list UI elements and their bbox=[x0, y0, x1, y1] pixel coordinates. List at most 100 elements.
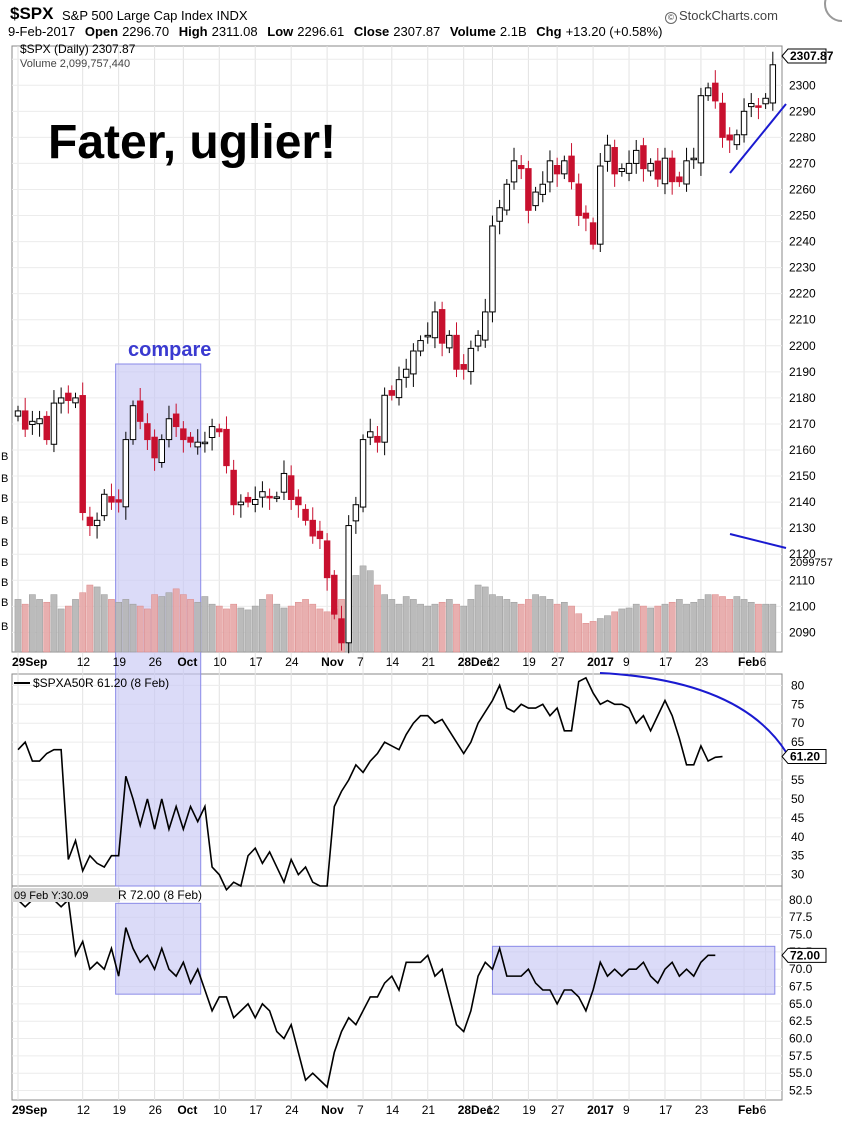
y-tick-label: 2140 bbox=[789, 495, 816, 509]
volume-scale-tick: B bbox=[1, 557, 8, 569]
candle bbox=[187, 436, 194, 443]
candle bbox=[43, 415, 50, 441]
volume-bar bbox=[309, 603, 317, 653]
volume-bar bbox=[503, 599, 511, 653]
x-tick-label: 9 bbox=[623, 1103, 630, 1117]
breadth-line-lower bbox=[17, 898, 716, 1089]
volume-bar bbox=[402, 596, 410, 653]
y-tick-label: 77.5 bbox=[789, 910, 813, 924]
close-label: Close bbox=[353, 24, 390, 39]
candle bbox=[503, 183, 511, 211]
volume-bar bbox=[129, 603, 137, 653]
volume-bar bbox=[460, 605, 468, 653]
volume-scale-tick: B bbox=[1, 577, 8, 589]
y-tick-label: 2160 bbox=[789, 443, 816, 457]
volume-bar bbox=[417, 603, 424, 653]
x-tick-label: 17 bbox=[249, 1103, 263, 1117]
volume-bar bbox=[683, 603, 690, 653]
candle bbox=[251, 499, 259, 505]
y-tick-label: 2090 bbox=[789, 625, 816, 639]
volume-scale-tick: B bbox=[1, 621, 8, 633]
y-tick-label: 2110 bbox=[789, 573, 815, 587]
candle bbox=[158, 439, 166, 464]
volume-bar bbox=[762, 603, 769, 653]
brand[interactable]: © StockCharts.com bbox=[665, 8, 778, 24]
candle bbox=[496, 207, 503, 222]
volume-bar bbox=[352, 575, 360, 653]
y-tick-label: 2200 bbox=[789, 339, 816, 353]
candle bbox=[101, 493, 108, 517]
candle bbox=[388, 390, 396, 396]
volume-bar bbox=[273, 603, 281, 653]
volume-bar bbox=[733, 596, 741, 653]
volume-bar bbox=[445, 599, 453, 653]
high-value: 2311.08 bbox=[211, 24, 258, 39]
volume-bar bbox=[43, 601, 51, 653]
trendline-price bbox=[729, 103, 787, 174]
last-lower-label: 72.00 bbox=[790, 948, 820, 962]
candle bbox=[589, 222, 597, 245]
candle bbox=[244, 496, 252, 503]
candle bbox=[201, 441, 209, 445]
x-tick-label: 19 bbox=[522, 1103, 536, 1117]
x-tick-label: 21 bbox=[422, 1103, 436, 1117]
volume-value: 2.1B bbox=[499, 24, 527, 39]
volume-bar bbox=[582, 623, 590, 653]
x-tick-label: 24 bbox=[285, 1103, 299, 1117]
volume-bar bbox=[172, 588, 180, 653]
volume-bar bbox=[525, 599, 532, 653]
candle bbox=[604, 144, 611, 162]
volume-bar bbox=[388, 599, 396, 653]
volume-panel-title: Volume 2,099,757,440 bbox=[20, 58, 130, 70]
candle bbox=[467, 347, 475, 373]
last-breadth-label-flag bbox=[781, 749, 827, 765]
candle bbox=[367, 431, 374, 438]
volume-bar bbox=[719, 596, 726, 653]
volume-bar bbox=[640, 605, 647, 653]
volume-bar bbox=[474, 584, 482, 653]
x-tick-label: Feb bbox=[738, 1103, 759, 1117]
candle bbox=[115, 499, 122, 503]
x-tick-label: 12 bbox=[77, 655, 91, 669]
volume-bar bbox=[625, 607, 633, 653]
candle bbox=[740, 110, 748, 136]
price-panel-title: $SPX (Daily) 2307.87 bbox=[20, 42, 136, 56]
x-tick-label: 26 bbox=[149, 1103, 163, 1117]
candle bbox=[676, 176, 683, 183]
y-tick-label: 2190 bbox=[789, 365, 816, 379]
volume-bar bbox=[230, 603, 238, 653]
candle bbox=[431, 311, 439, 339]
volume-bar bbox=[553, 603, 561, 653]
y-tick-label: 2150 bbox=[789, 469, 816, 483]
volume-bar bbox=[93, 586, 101, 653]
volume-scale-tick: B bbox=[1, 597, 8, 609]
y-tick-label: 2130 bbox=[789, 521, 816, 535]
volume-bar bbox=[316, 608, 324, 653]
candle bbox=[280, 472, 288, 493]
volume-bar bbox=[532, 594, 539, 653]
volume-bar bbox=[136, 605, 144, 653]
x-tick-label: 17 bbox=[659, 1103, 673, 1117]
volume-bar bbox=[158, 596, 166, 653]
candle bbox=[625, 162, 633, 174]
candle bbox=[733, 134, 741, 146]
candle bbox=[345, 525, 352, 644]
candle bbox=[237, 501, 245, 506]
candle bbox=[611, 147, 618, 175]
candle bbox=[762, 97, 769, 105]
candle bbox=[165, 418, 173, 441]
volume-bar bbox=[410, 599, 417, 653]
x-tick-label: 29Sep bbox=[12, 655, 47, 669]
candle bbox=[647, 162, 654, 172]
candle bbox=[36, 418, 43, 425]
index-full-name: S&P 500 Large Cap Index bbox=[62, 8, 213, 23]
volume-bar bbox=[302, 599, 309, 653]
y-tick-label: 70.0 bbox=[789, 962, 813, 976]
candle bbox=[29, 420, 36, 425]
volume-bar bbox=[100, 594, 108, 653]
volume-bar bbox=[632, 603, 640, 653]
symbol: $SPX bbox=[10, 4, 54, 23]
volume-bar bbox=[359, 565, 367, 653]
x-tick-label: 12 bbox=[486, 1103, 500, 1117]
volume-bar bbox=[72, 599, 79, 653]
